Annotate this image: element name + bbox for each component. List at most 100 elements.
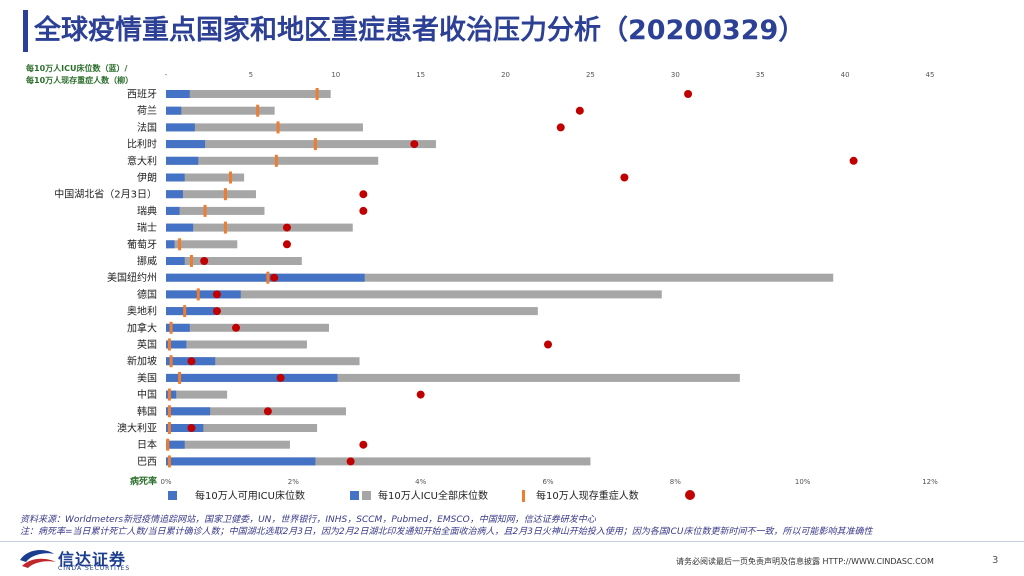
bar-total-icu <box>166 173 245 182</box>
bar-total-icu <box>166 156 379 165</box>
ylabel-line1: 每10万人ICU床位数（蓝）/ <box>26 63 127 73</box>
dot-fatality-rate <box>212 290 221 299</box>
marker-severe-cases <box>313 138 317 151</box>
category-label: 加拿大 <box>127 321 157 334</box>
category-label: 德国 <box>137 288 157 301</box>
marker-severe-cases <box>167 405 171 418</box>
dot-fatality-rate <box>276 373 285 382</box>
category-label: 中国 <box>137 388 157 401</box>
chart-svg: 每10万人ICU床位数（蓝）/ 每10万人现存重症人数（柳） - 5 10 15 20 25 3… <box>26 63 938 502</box>
marker-severe-cases <box>203 204 207 217</box>
dot-fatality-rate <box>684 90 693 98</box>
bar-total-icu <box>166 373 740 382</box>
marker-severe-cases <box>189 255 193 267</box>
page-title: 全球疫情重点国家和地区重症患者收治压力分析（20200329） <box>34 15 806 46</box>
dot-fatality-rate <box>263 407 272 416</box>
legend-swatch-fatality <box>685 490 695 500</box>
category-label: 瑞士 <box>137 221 157 234</box>
bar-available-icu <box>166 257 185 265</box>
bar-total-icu <box>166 140 436 149</box>
category-label: 中国湖北省（2月3日） <box>54 188 157 201</box>
category-label: 英国 <box>137 338 157 351</box>
bar-total-icu <box>166 273 834 282</box>
dot-fatality-rate <box>544 340 552 349</box>
marker-severe-cases <box>167 455 171 468</box>
dot-fatality-rate <box>359 190 368 199</box>
source-note: 资料来源：Worldmeters新冠疫情追踪网站，国家卫健委，UN，世界银行，I… <box>20 515 596 525</box>
category-label: 葡萄牙 <box>127 238 157 251</box>
legend-label-available: 每10万人可用ICU床位数 <box>195 489 305 502</box>
category-label: 日本 <box>137 438 157 451</box>
bottom-axis-tick: 0% <box>160 478 171 486</box>
bar-available-icu <box>166 156 199 165</box>
footer-divider <box>0 541 1024 542</box>
dot-fatality-rate <box>200 257 209 265</box>
marker-severe-cases <box>183 305 187 318</box>
category-label: 瑞典 <box>137 204 157 217</box>
category-label: 荷兰 <box>137 104 157 117</box>
category-label: 伊朗 <box>137 172 157 184</box>
bar-available-icu <box>166 206 180 215</box>
bottom-axis-tick: 4% <box>415 478 426 486</box>
bottom-axis-tick: 12% <box>922 478 938 486</box>
marker-severe-cases <box>223 188 227 201</box>
page-number: 3 <box>992 555 999 566</box>
marker-severe-cases <box>274 154 278 167</box>
category-label: 美国 <box>137 371 157 384</box>
bar-total-icu <box>166 257 302 265</box>
cinda-logo-icon <box>20 550 56 568</box>
bar-available-icu <box>166 407 211 416</box>
bar-total-icu <box>166 90 331 98</box>
bar-available-icu <box>166 106 182 115</box>
bar-available-icu <box>166 240 175 249</box>
top-axis-tick: 20 <box>501 71 510 79</box>
bar-total-icu <box>166 240 238 249</box>
title-accent-bar <box>23 10 28 52</box>
category-label: 法国 <box>137 121 157 134</box>
disclaimer-link[interactable]: 请务必阅读最后一页免责声明及信息披露 HTTP://WWW.CINDASC.CO… <box>676 557 934 566</box>
top-axis-tick: - <box>165 71 168 79</box>
marker-severe-cases <box>223 221 227 234</box>
marker-severe-cases <box>167 422 171 434</box>
bar-available-icu <box>166 457 316 466</box>
bar-total-icu <box>166 457 591 466</box>
category-label: 韩国 <box>137 405 157 418</box>
legend-swatch-severe <box>522 490 525 502</box>
bar-total-icu <box>166 123 363 132</box>
dot-fatality-rate <box>187 357 196 366</box>
bar-total-icu <box>166 390 228 399</box>
legend-swatch-total-gray <box>362 491 371 500</box>
bar-total-icu <box>166 290 662 299</box>
bar-available-icu <box>166 290 241 299</box>
legend-label-severe: 每10万人现存重症人数 <box>536 489 639 502</box>
category-label: 意大利 <box>127 154 157 167</box>
marker-severe-cases <box>169 321 173 334</box>
category-label: 巴西 <box>137 456 157 468</box>
bar-total-icu <box>166 440 290 449</box>
top-axis-tick: 35 <box>756 71 765 79</box>
bar-available-icu <box>166 340 187 349</box>
dot-fatality-rate <box>270 273 279 282</box>
bar-total-icu <box>166 190 256 199</box>
marker-severe-cases <box>196 288 200 301</box>
category-label: 澳大利亚 <box>117 422 157 435</box>
bar-available-icu <box>166 424 204 432</box>
category-label: 新加坡 <box>127 355 157 368</box>
bar-total-icu <box>166 357 360 366</box>
top-axis-tick: 40 <box>841 71 850 79</box>
top-axis-tick: 25 <box>586 71 595 79</box>
bar-total-icu <box>166 106 275 115</box>
dot-fatality-rate <box>359 440 368 449</box>
bar-total-icu <box>166 424 318 432</box>
bottom-axis-tick: 10% <box>795 478 811 486</box>
dot-fatality-rate <box>556 123 565 132</box>
dot-fatality-rate <box>282 240 291 249</box>
bar-available-icu <box>166 373 338 382</box>
bar-available-icu <box>166 140 206 149</box>
bottom-axis-tick: 6% <box>542 478 553 486</box>
bar-total-icu <box>166 223 353 232</box>
dot-fatality-rate <box>849 156 858 165</box>
category-label: 比利时 <box>127 139 157 151</box>
bar-available-icu <box>166 190 183 199</box>
top-axis-tick: 30 <box>671 71 680 79</box>
